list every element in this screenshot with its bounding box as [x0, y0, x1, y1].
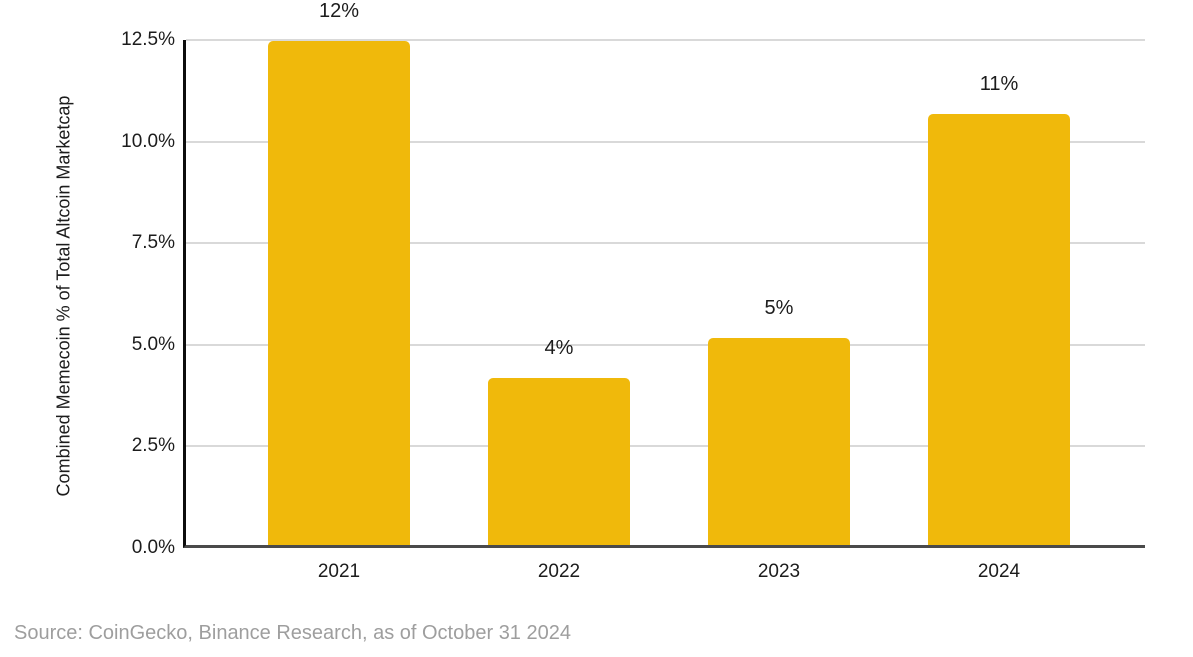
- source-note: Source: CoinGecko, Binance Research, as …: [14, 622, 571, 644]
- y-tick-label: 0.0%: [131, 537, 175, 558]
- bar-2022: [488, 378, 630, 545]
- y-tick-label: 5.0%: [131, 333, 175, 355]
- y-tick-label: 10.0%: [121, 130, 175, 152]
- y-tick-label: 2.5%: [131, 435, 175, 457]
- gridline: [186, 242, 1145, 245]
- bar-value-label-2022: 4%: [544, 337, 574, 360]
- x-tick-label-2021: 2021: [317, 561, 361, 582]
- gridline: [186, 445, 1145, 448]
- bar-2021: [268, 41, 410, 545]
- y-tick-label: 12.5%: [121, 29, 175, 50]
- x-tick-label-2022: 2022: [537, 561, 581, 582]
- bar-value-label-2024: 11%: [979, 73, 1019, 96]
- bar-value-label-2023: 5%: [764, 296, 794, 319]
- gridline: [186, 343, 1145, 346]
- x-tick-label-2023: 2023: [757, 561, 801, 582]
- y-tick-label: 7.5%: [131, 232, 175, 254]
- gridline: [186, 140, 1145, 143]
- plot-area: 12.5% 10.0% 7.5% 5.0% 2.5% 0.0% 12% 2021 4% 2022 5…: [121, 0, 1145, 582]
- bar-2023: [708, 337, 850, 545]
- gridline: [186, 39, 1145, 41]
- bar-value-label-2021: 12%: [318, 0, 360, 23]
- y-axis-title: Combined Memecoin % of Total Altcoin Mar…: [53, 95, 74, 497]
- x-tick-label-2024: 2024: [977, 561, 1021, 582]
- bar-2024: [928, 114, 1070, 545]
